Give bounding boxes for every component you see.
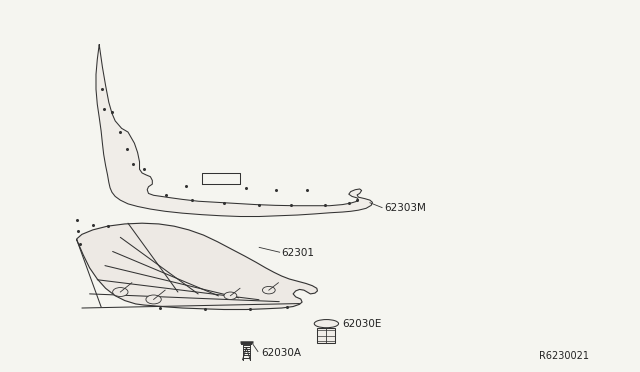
Text: 62301: 62301 — [282, 248, 315, 258]
Ellipse shape — [314, 320, 339, 328]
Circle shape — [262, 286, 275, 294]
Text: R6230021: R6230021 — [539, 351, 589, 361]
Text: 62030E: 62030E — [342, 320, 382, 329]
Text: 62030A: 62030A — [261, 349, 301, 358]
Circle shape — [113, 288, 128, 296]
Circle shape — [224, 292, 237, 299]
Polygon shape — [96, 45, 372, 217]
Text: 62303M: 62303M — [384, 203, 426, 213]
FancyBboxPatch shape — [317, 328, 335, 343]
Circle shape — [146, 295, 161, 304]
Polygon shape — [77, 223, 317, 310]
